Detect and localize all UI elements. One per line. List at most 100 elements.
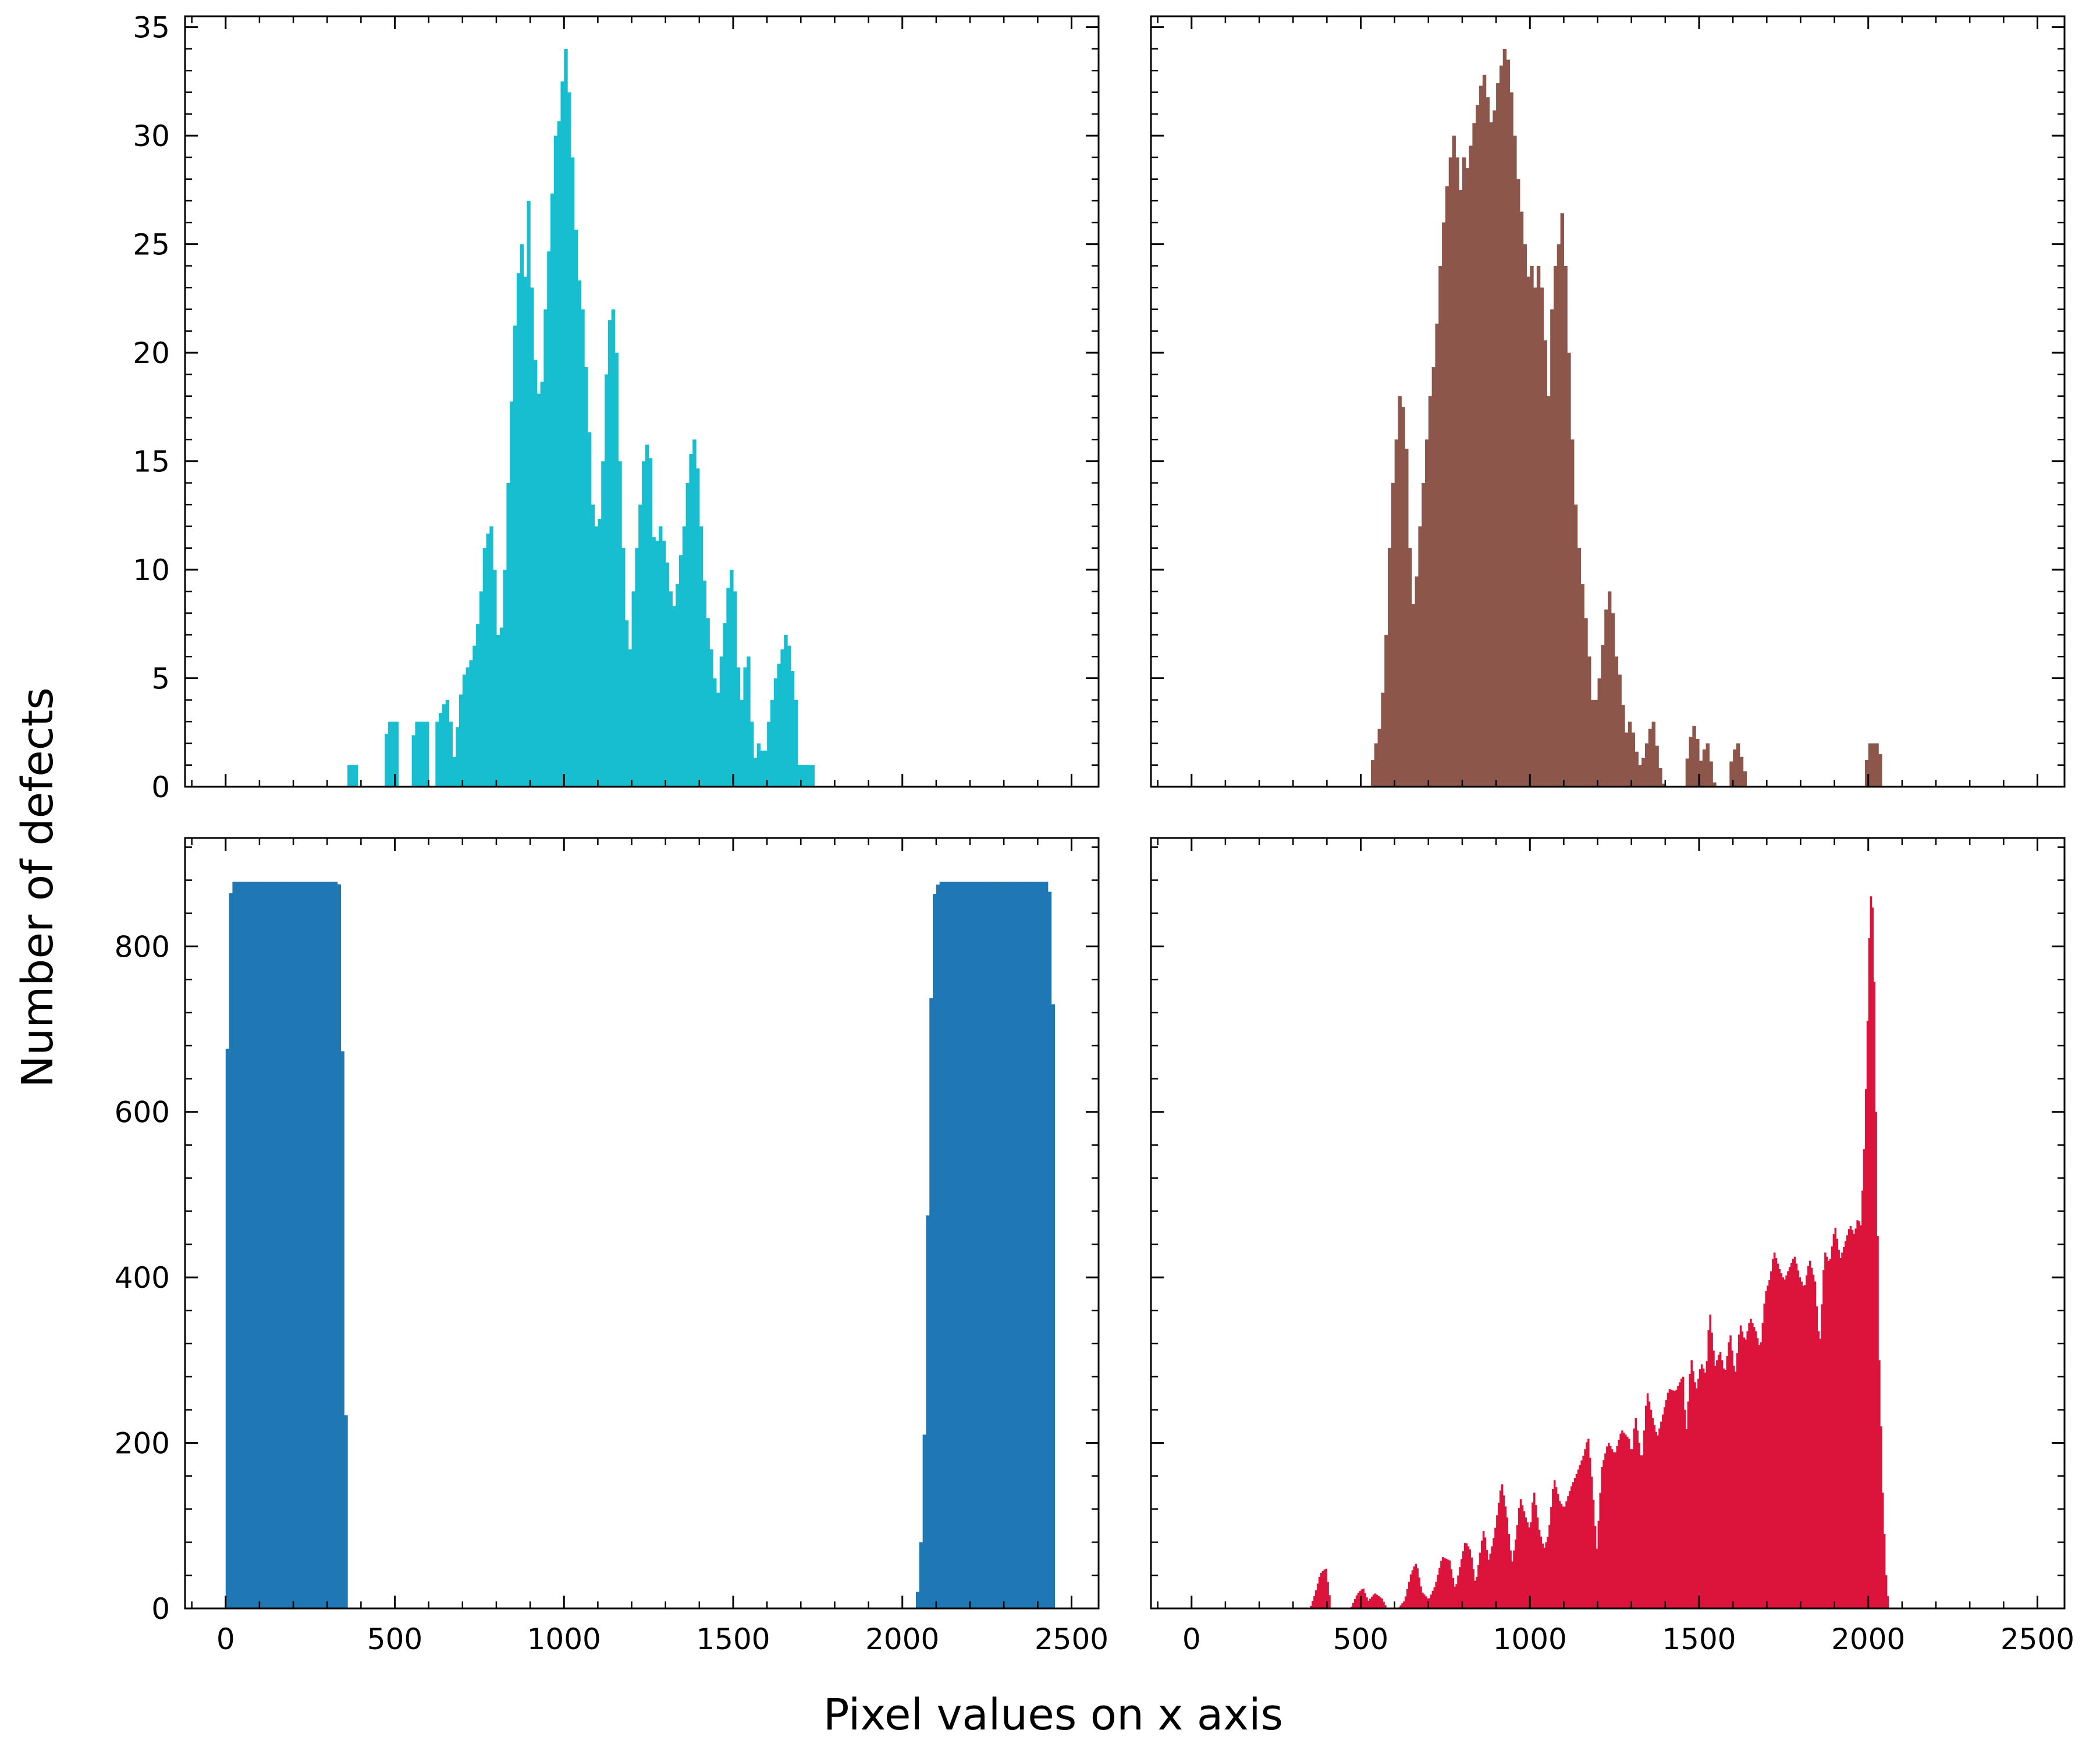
histogram-bar	[1493, 110, 1497, 787]
histogram-bar	[1536, 265, 1541, 787]
histogram-bar	[926, 1215, 930, 1608]
histogram-bar	[1628, 1439, 1630, 1608]
histogram-bar	[1541, 1543, 1544, 1608]
axes-frame	[1150, 15, 2066, 788]
histogram-bar	[1367, 1600, 1370, 1608]
histogram-bar	[1692, 726, 1696, 787]
histogram-bar	[1744, 1339, 1747, 1608]
histogram-bar	[1792, 1259, 1795, 1608]
histogram-bar	[1498, 1503, 1500, 1608]
histogram-bar	[1351, 1606, 1353, 1608]
histogram-bar	[1031, 882, 1035, 1608]
histogram-bar	[1440, 1560, 1442, 1608]
histogram-bar	[1807, 1266, 1810, 1608]
histogram-bar	[1641, 1455, 1644, 1608]
histogram-bar	[767, 722, 771, 787]
histogram-bar	[340, 1051, 344, 1608]
histogram-bar	[1496, 83, 1500, 787]
histogram-bar	[1854, 1228, 1857, 1608]
histogram-bar	[1765, 1291, 1767, 1608]
histogram-bar	[1577, 1469, 1580, 1608]
histogram-bar	[1687, 1401, 1690, 1608]
histogram-bar	[1357, 1592, 1360, 1608]
histogram-bar	[536, 393, 541, 787]
histogram-bar	[1689, 1374, 1692, 1608]
histogram-bar	[1663, 1407, 1666, 1608]
histogram-bar	[225, 1049, 230, 1608]
histogram-bar	[439, 713, 443, 787]
histogram-bar	[1476, 1576, 1478, 1608]
axes-frame	[1150, 837, 2066, 1610]
histogram-bar	[1780, 1273, 1783, 1608]
histogram-bar	[1394, 439, 1399, 787]
histogram-bar	[1047, 892, 1052, 1608]
histogram-bar	[1733, 1365, 1735, 1608]
histogram-bar	[1543, 340, 1547, 787]
histogram-bar	[1692, 1371, 1694, 1608]
histogram-bar	[239, 882, 243, 1608]
histogram-bar	[628, 649, 633, 787]
histogram-bar	[347, 765, 351, 787]
y-tick-label: 10	[133, 553, 170, 587]
histogram-bar	[669, 591, 673, 787]
histogram-bar	[1569, 1491, 1571, 1608]
histogram-bar	[678, 555, 683, 787]
histogram-bar	[956, 882, 961, 1608]
histogram-bar	[293, 882, 297, 1608]
histogram-bar	[415, 722, 419, 787]
histogram-bar	[919, 1542, 923, 1608]
histogram-bar	[719, 656, 724, 787]
histogram-bar	[723, 623, 727, 787]
histogram-bar	[1616, 1445, 1619, 1608]
histogram-bar	[279, 882, 284, 1608]
histogram-bar	[1704, 1372, 1707, 1608]
histogram-bar	[1447, 1560, 1449, 1608]
histogram-bar	[1573, 505, 1578, 787]
histogram-bar	[1516, 1525, 1519, 1608]
histogram-bar	[1841, 1252, 1843, 1608]
histogram-bar	[1785, 1275, 1788, 1608]
histogram-bar	[1800, 1281, 1803, 1608]
histogram-bar	[990, 882, 994, 1608]
histogram-bar	[1552, 1489, 1554, 1608]
histogram-bar	[1741, 1331, 1744, 1608]
histogram-bar	[1543, 1547, 1546, 1608]
histogram-bars	[1370, 48, 1882, 787]
histogram-bar	[970, 882, 974, 1608]
histogram-bar	[1644, 1405, 1647, 1608]
histogram-bar	[418, 722, 422, 787]
histogram-bar	[784, 634, 788, 787]
histogram-bar	[1608, 591, 1612, 787]
histogram-bar	[1636, 1430, 1639, 1608]
histogram-bar	[1041, 882, 1045, 1608]
histogram-bar	[1448, 1560, 1451, 1608]
histogram-bar	[1374, 1593, 1377, 1608]
histogram-bar	[976, 882, 981, 1608]
histogram-bar	[1532, 1502, 1534, 1608]
histogram-bar	[1369, 1599, 1371, 1608]
histogram-bar	[750, 722, 754, 787]
y-tick-label: 35	[133, 11, 170, 45]
histogram-bar	[747, 656, 751, 787]
histogram-bar	[1316, 1583, 1319, 1608]
histogram-bar	[763, 750, 767, 787]
histogram-bar	[456, 727, 460, 787]
histogram-bar	[1783, 1279, 1786, 1608]
histogram-bar	[1479, 86, 1483, 787]
histogram-bar	[1651, 722, 1655, 787]
histogram-bar	[1696, 738, 1700, 787]
histogram-bar	[743, 667, 747, 787]
histogram-bar	[1384, 634, 1388, 787]
histogram-bar	[1376, 1594, 1378, 1608]
panel-top-right	[1150, 15, 2066, 788]
histogram-bar	[249, 882, 253, 1608]
histogram-bar	[740, 699, 744, 787]
histogram-bar	[1575, 1473, 1578, 1608]
histogram-bar	[1631, 732, 1636, 787]
histogram-bar	[1462, 1551, 1465, 1608]
y-axis-title: Number of defects	[13, 687, 63, 1088]
histogram-bar	[601, 461, 605, 787]
histogram-bar	[943, 882, 947, 1608]
histogram-bar	[933, 894, 937, 1608]
histogram-bar	[1489, 1553, 1491, 1608]
